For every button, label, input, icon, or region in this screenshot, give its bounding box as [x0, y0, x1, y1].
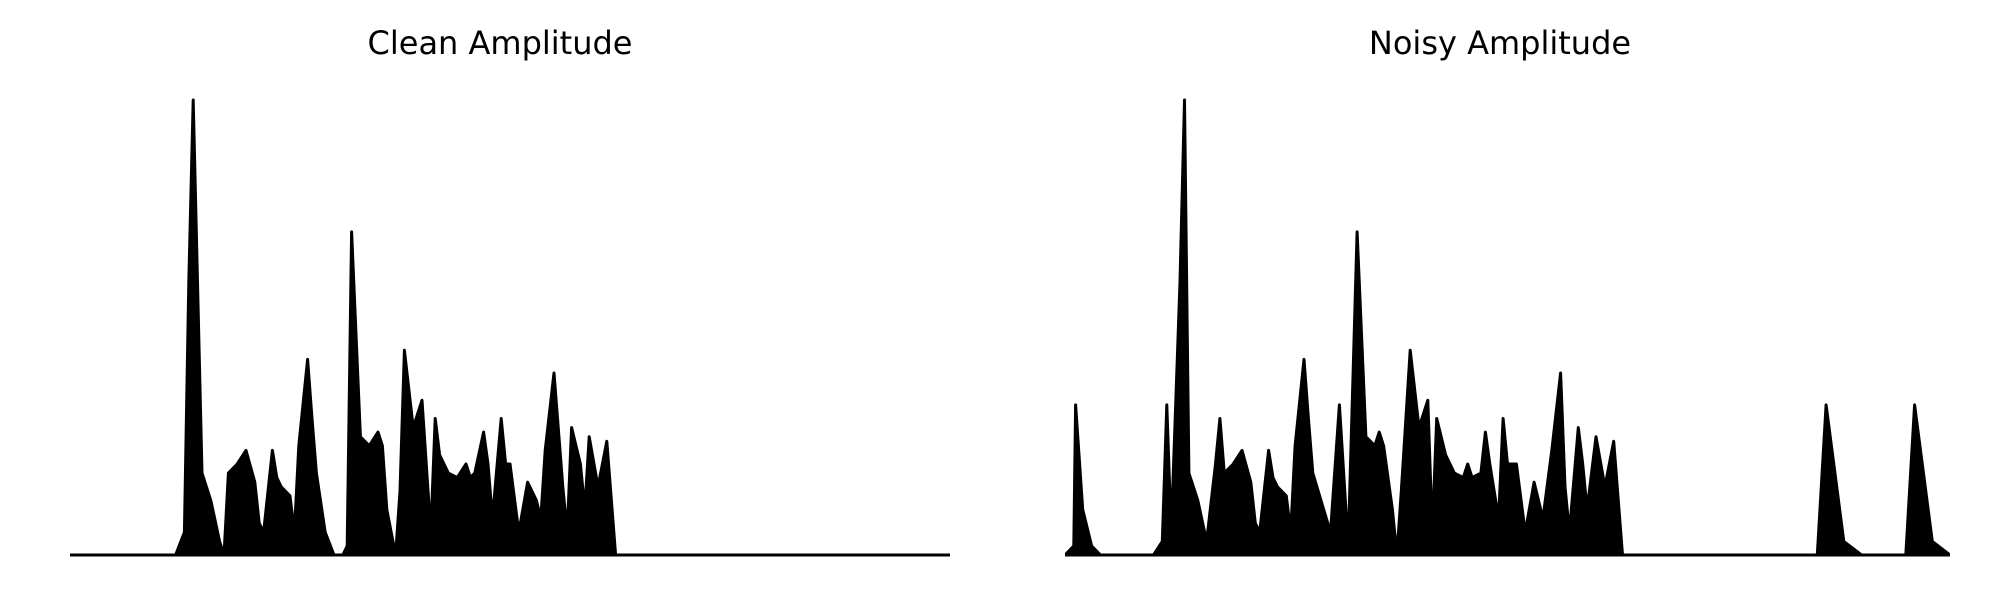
clean-amplitude-plot	[70, 98, 950, 557]
chart-title-clean: Clean Amplitude	[367, 24, 633, 62]
amplitude-envelope	[70, 98, 950, 557]
chart-title-noisy: Noisy Amplitude	[1368, 24, 1632, 62]
clean-amplitude-panel: Clean Amplitude	[367, 24, 633, 62]
noisy-amplitude-panel: Noisy Amplitude	[1000, 0, 2000, 600]
amplitude-envelope	[1065, 98, 1950, 557]
noisy-amplitude-plot	[1065, 98, 1950, 557]
